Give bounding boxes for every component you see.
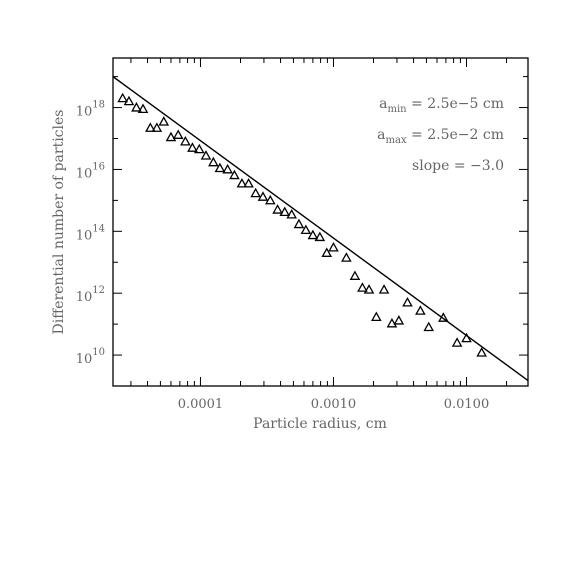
data-point: [151, 122, 163, 132]
y-tick-label: 1016: [76, 161, 105, 181]
data-point: [415, 305, 426, 315]
data-point: [165, 131, 177, 142]
data-point: [461, 332, 472, 343]
data-point: [314, 231, 326, 242]
data-point: [476, 347, 487, 357]
y-tick-label: 1018: [76, 100, 105, 120]
data-point: [123, 95, 135, 106]
data-point: [214, 162, 226, 173]
data-point: [371, 311, 382, 322]
data-point: [279, 206, 291, 217]
y-tick-label: 1012: [76, 285, 105, 305]
data-point: [145, 122, 156, 132]
data-point: [300, 224, 312, 235]
x-tick-label: 0.0010: [311, 397, 357, 412]
data-points: [117, 92, 487, 357]
data-point: [187, 142, 198, 152]
x-tick-label: 0.0001: [178, 397, 224, 412]
y-tick-label: 1014: [76, 223, 105, 243]
data-point: [451, 337, 463, 347]
fit-line-layer: [112, 76, 529, 382]
data-point: [438, 312, 449, 322]
data-point: [363, 284, 375, 294]
data-point: [272, 204, 283, 214]
y-tick-labels: 1010 1012 1014 1016 1018: [76, 100, 105, 367]
annotations: amin = 2.5e−5 cm amax = 2.5e−2 cm slope = …: [377, 96, 504, 174]
data-point: [131, 102, 142, 112]
data-point: [117, 92, 128, 103]
axis-ticks: [113, 58, 528, 387]
data-point: [357, 282, 368, 292]
data-point: [386, 317, 398, 328]
data-point: [307, 229, 319, 240]
data-point: [243, 178, 254, 188]
y-tick-label: 1010: [76, 347, 105, 367]
data-point: [402, 296, 413, 307]
data-point: [341, 252, 352, 262]
data-point: [328, 241, 339, 252]
data-point: [208, 156, 219, 167]
data-point: [423, 321, 435, 332]
data-point: [393, 315, 405, 325]
annotation: amin = 2.5e−5 cm: [379, 96, 504, 115]
data-point: [349, 270, 361, 280]
data-point: [200, 150, 212, 160]
fit-line: [112, 76, 529, 382]
data-point: [172, 129, 184, 139]
data-point: [222, 163, 233, 174]
x-axis-label: Particle radius, cm: [253, 416, 387, 432]
data-point: [378, 284, 390, 294]
data-point: [158, 116, 170, 126]
annotation: amax = 2.5e−2 cm: [377, 127, 504, 146]
data-point: [265, 194, 276, 205]
data-point: [257, 191, 269, 201]
y-axis-label: Differential number of particles: [51, 110, 67, 335]
data-point: [137, 103, 149, 113]
data-point: [286, 208, 297, 219]
data-point: [250, 187, 261, 198]
data-point: [229, 169, 240, 180]
x-tick-labels: 0.0001 0.0010 0.0100: [178, 397, 490, 412]
x-tick-label: 0.0100: [444, 397, 490, 412]
data-point: [236, 178, 248, 188]
data-point: [193, 143, 205, 154]
annotation: slope = −3.0: [412, 158, 504, 174]
data-point: [180, 135, 191, 146]
data-point: [321, 247, 333, 257]
data-point: [293, 218, 305, 229]
